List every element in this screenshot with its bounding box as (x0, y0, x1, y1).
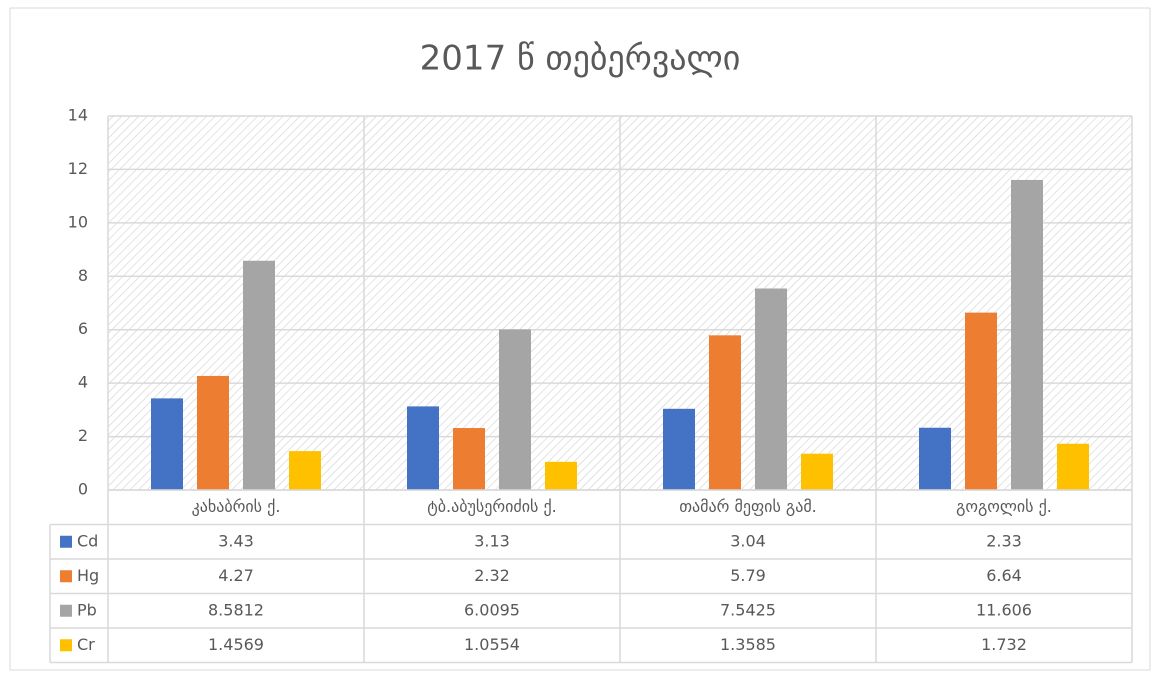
y-tick-label: 0 (78, 480, 88, 499)
table-value: 1.3585 (720, 635, 776, 654)
bar (499, 329, 531, 490)
bar (755, 288, 787, 490)
bar (197, 375, 229, 490)
x-tick-label: გოგოლის ქ. (956, 497, 1052, 516)
legend-label: Cd (77, 531, 98, 550)
legend-label: Cr (77, 635, 95, 654)
table-value: 11.606 (976, 600, 1032, 619)
bar (1057, 443, 1089, 490)
y-tick-label: 8 (78, 266, 88, 285)
table-value: 1.732 (981, 635, 1027, 654)
bar (919, 427, 951, 490)
legend-key (60, 604, 72, 617)
table-value: 1.4569 (208, 635, 264, 654)
table-value: 3.04 (730, 531, 766, 550)
legend-key (60, 570, 72, 583)
y-tick-label: 12 (68, 159, 88, 178)
y-tick-label: 10 (68, 212, 88, 231)
x-tick-label: თამარ მეფის გამ. (679, 497, 817, 516)
bar (453, 428, 485, 490)
x-tick-label: ტბ.აბუსერიძის ქ. (427, 497, 556, 516)
table-value: 7.5425 (720, 600, 776, 619)
x-tick-label: კახაბრის ქ. (192, 497, 281, 516)
y-tick-label: 14 (68, 106, 88, 125)
table-value: 1.0554 (464, 635, 520, 654)
y-tick-label: 4 (78, 373, 88, 392)
bar (1011, 179, 1043, 491)
bar (243, 260, 275, 490)
y-tick-label: 6 (78, 319, 88, 338)
table-value: 5.79 (730, 566, 766, 585)
table-value: 6.64 (986, 566, 1022, 585)
table-value: 3.43 (218, 531, 254, 550)
table-value: 2.33 (986, 531, 1022, 550)
bar (965, 312, 997, 490)
bar (151, 398, 183, 490)
chart-title: 2017 წ თებერვალი (420, 39, 741, 79)
bar (709, 335, 741, 490)
bar (663, 408, 695, 490)
legend-label: Hg (77, 566, 99, 585)
table-value: 4.27 (218, 566, 254, 585)
bar (407, 406, 439, 490)
bar (801, 453, 833, 490)
table-value: 8.5812 (208, 600, 264, 619)
legend-label: Pb (77, 600, 97, 619)
legend-key (60, 535, 72, 548)
table-value: 3.13 (474, 531, 510, 550)
bar (289, 451, 321, 490)
table-value: 6.0095 (464, 600, 520, 619)
y-tick-label: 2 (78, 426, 88, 445)
table-value: 2.32 (474, 566, 510, 585)
legend-key (60, 639, 72, 652)
bar (545, 461, 577, 490)
